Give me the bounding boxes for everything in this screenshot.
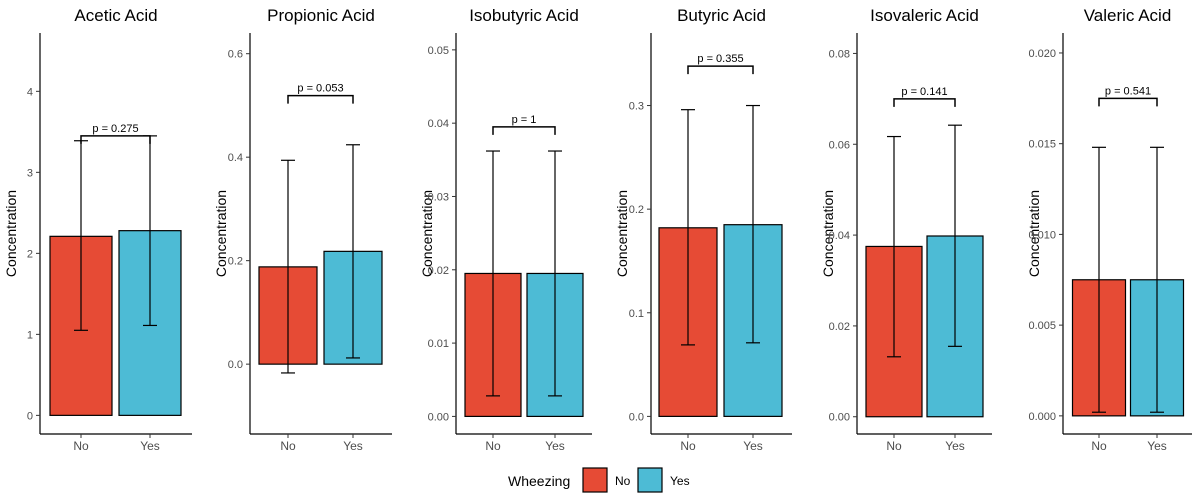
legend-label-yes: Yes — [670, 474, 690, 488]
y-tick-label: 0.0 — [228, 359, 243, 371]
legend-label-no: No — [615, 474, 631, 488]
panel-3: Isobutyric Acid Concentration 0.00 0.01 0.02… — [419, 6, 592, 453]
y-axis-label: Concentration — [419, 190, 435, 277]
y-tick-label: 0.02 — [428, 265, 449, 277]
panel-2: Propionic Acid Concentration 0.0 0.2 0.4 0.6 N… — [213, 6, 392, 453]
y-tick-label: 0.2 — [629, 204, 644, 216]
p-value-label: p = 1 — [512, 114, 537, 126]
y-tick-label: 0.6 — [228, 49, 243, 61]
p-value-bracket — [1098, 97, 1158, 107]
y-tick-label: 0.3 — [629, 101, 644, 113]
y-tick-label: 0.00 — [829, 412, 850, 424]
y-tick-label: 0.4 — [228, 152, 243, 164]
x-tick-label: No — [680, 439, 696, 453]
y-tick-label: 4 — [27, 86, 33, 98]
legend: Wheezing No Yes — [508, 467, 690, 493]
p-value-label: p = 0.141 — [901, 86, 947, 98]
y-tick-label: 0 — [27, 410, 33, 422]
x-tick-label: Yes — [743, 439, 763, 453]
p-value-bracket — [893, 98, 956, 107]
x-tick-label: No — [886, 439, 902, 453]
y-tick-label: 0.2 — [228, 256, 243, 268]
panel-title: Valeric Acid — [1084, 6, 1172, 25]
y-tick-label: 0.000 — [1028, 411, 1056, 423]
p-value-bracket — [492, 126, 556, 135]
p-value-bracket — [687, 65, 754, 75]
panel-1: Acetic Acid Concentration 0 1 2 3 4 No Yes p = 0.… — [3, 6, 192, 453]
p-value-label: p = 0.275 — [92, 123, 138, 135]
x-tick-label: No — [280, 439, 296, 453]
y-tick-label: 0.005 — [1028, 320, 1056, 332]
p-value-label: p = 0.541 — [1105, 85, 1151, 97]
y-tick-label: 0.08 — [829, 48, 850, 60]
y-tick-label: 0.010 — [1028, 229, 1056, 241]
p-value-label: p = 0.355 — [697, 53, 743, 65]
x-tick-label: Yes — [343, 439, 363, 453]
y-tick-label: 0.015 — [1028, 139, 1056, 151]
y-tick-label: 0.04 — [829, 230, 850, 242]
y-axis-label: Concentration — [213, 190, 229, 277]
x-tick-label: Yes — [140, 439, 160, 453]
x-tick-label: Yes — [945, 439, 965, 453]
y-tick-label: 0.020 — [1028, 48, 1056, 60]
y-tick-label: 3 — [27, 167, 33, 179]
y-tick-label: 0.04 — [428, 118, 449, 130]
panel-5: Isovaleric Acid Concentration 0.00 0.02 0.04… — [820, 6, 992, 453]
x-tick-label: No — [73, 439, 89, 453]
panel-title: Isovaleric Acid — [870, 6, 979, 25]
x-tick-label: Yes — [1147, 439, 1167, 453]
panel-title: Butyric Acid — [677, 6, 766, 25]
y-tick-label: 0.0 — [629, 411, 644, 423]
y-tick-label: 0.05 — [428, 45, 449, 57]
y-tick-label: 0.00 — [428, 411, 449, 423]
legend-key-no — [582, 467, 608, 493]
y-tick-label: 0.01 — [428, 338, 449, 350]
y-tick-label: 2 — [27, 248, 33, 260]
p-value-bracket — [287, 94, 354, 104]
x-tick-label: No — [485, 439, 501, 453]
y-tick-label: 1 — [27, 329, 33, 341]
y-tick-label: 0.1 — [629, 308, 644, 320]
y-tick-label: 0.03 — [428, 191, 449, 203]
y-axis-label: Concentration — [3, 190, 19, 277]
y-axis-label: Concentration — [820, 190, 836, 277]
panel-title: Propionic Acid — [267, 6, 375, 25]
y-axis-label: Concentration — [1026, 190, 1042, 277]
legend-title: Wheezing — [508, 473, 570, 489]
y-tick-label: 0.02 — [829, 321, 850, 333]
legend-key-yes — [637, 467, 663, 493]
panel-title: Acetic Acid — [74, 6, 157, 25]
panel-title: Isobutyric Acid — [469, 6, 579, 25]
x-tick-label: Yes — [545, 439, 565, 453]
y-tick-label: 0.06 — [829, 139, 850, 151]
y-axis-label: Concentration — [614, 190, 630, 277]
p-value-label: p = 0.053 — [297, 83, 343, 95]
panel-6: Valeric Acid Concentration 0.000 0.005 0.010… — [1026, 6, 1192, 453]
panel-4: Butyric Acid Concentration 0.0 0.1 0.2 0.3 No Y… — [614, 6, 792, 453]
x-tick-label: No — [1091, 439, 1107, 453]
p-value-bracket — [80, 135, 151, 144]
